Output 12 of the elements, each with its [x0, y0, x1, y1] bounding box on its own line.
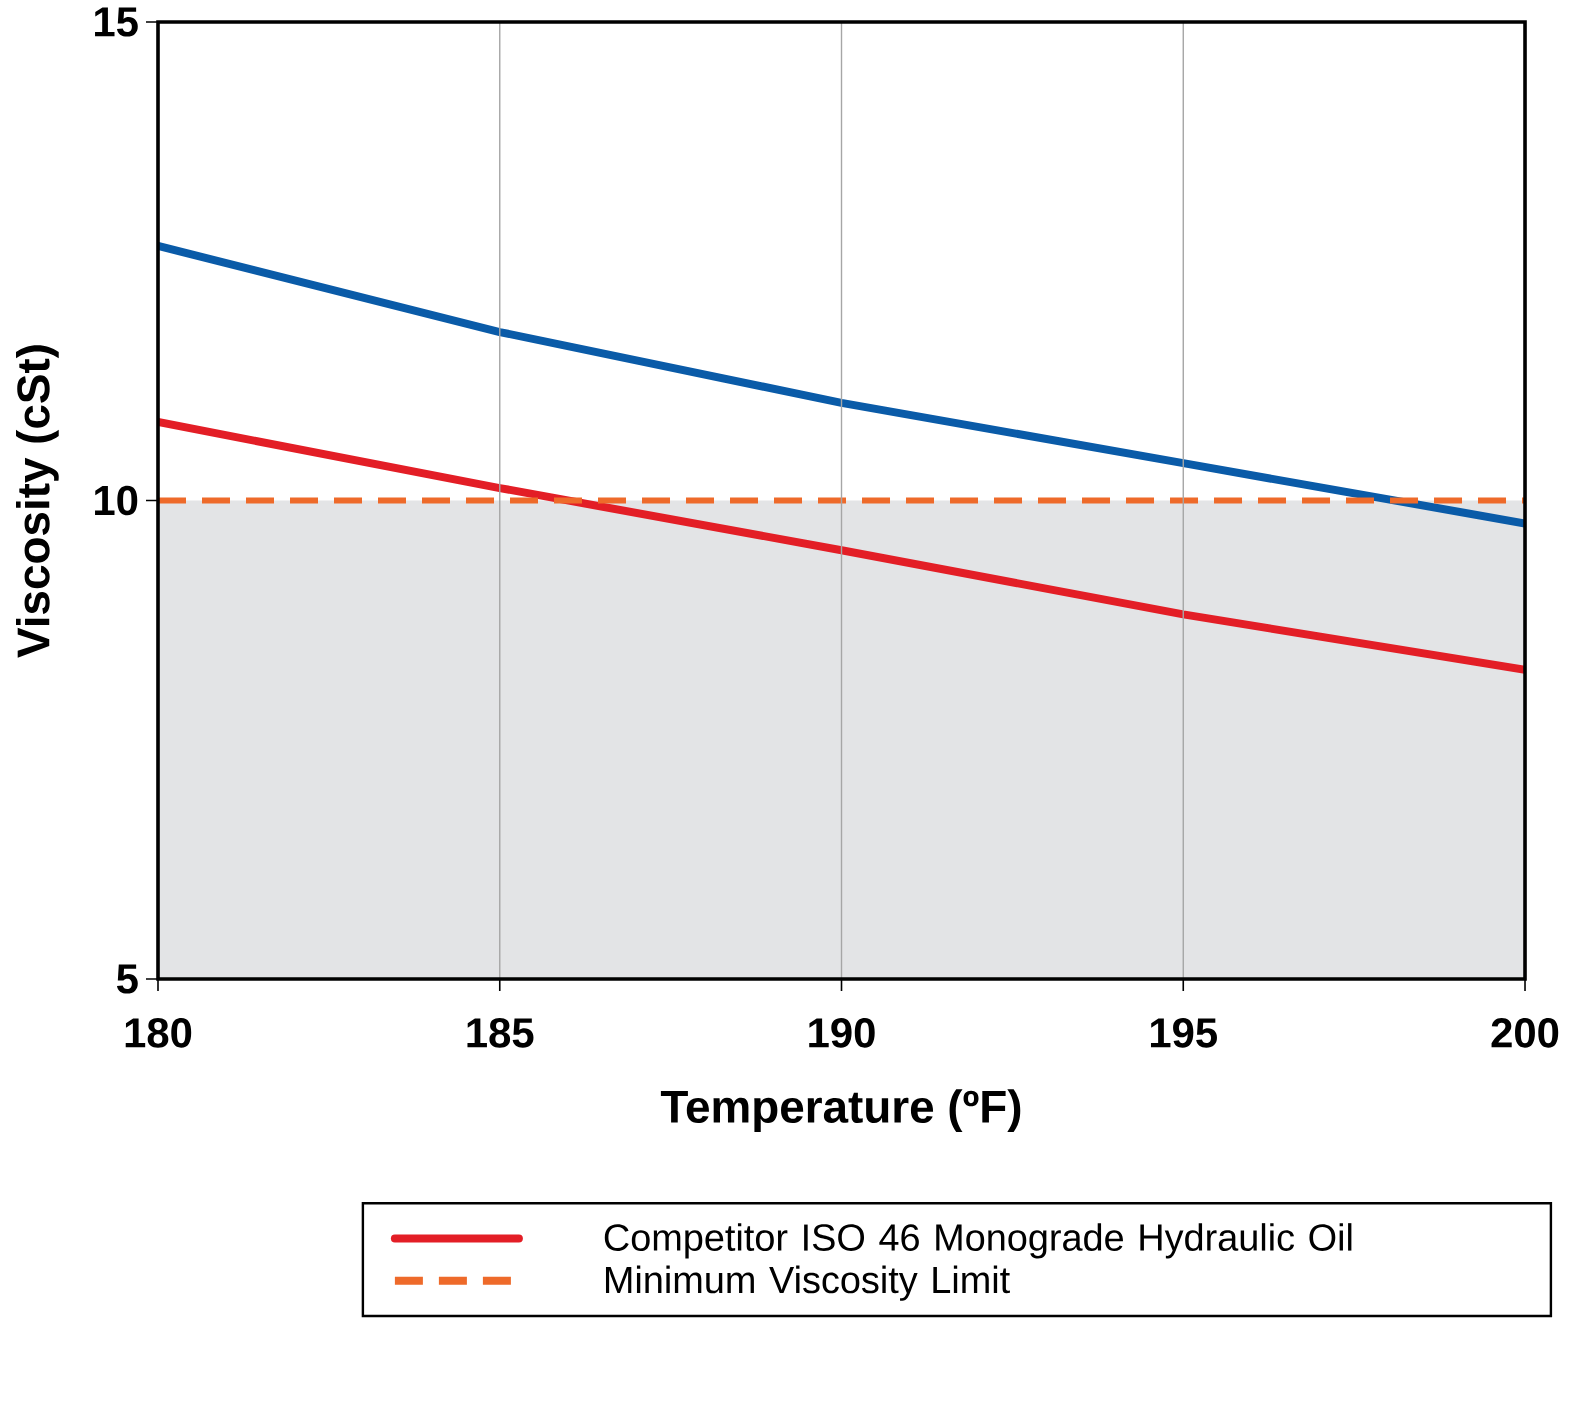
y-axis-title: Viscosity (cSt) — [16, 345, 59, 658]
y-tick-label: 5 — [116, 964, 138, 994]
x-axis-title: Temperature (ºF) — [660, 1089, 1021, 1133]
x-tick-label: 180 — [125, 1018, 192, 1048]
x-tick-label: 190 — [809, 1018, 875, 1048]
y-tick-label: 15 — [95, 7, 138, 37]
y-tick-label: 10 — [95, 485, 138, 516]
x-tick-label: 185 — [467, 1018, 534, 1048]
x-tick-label: 200 — [1491, 1018, 1559, 1048]
legend-label: Minimum Viscosity Limit — [605, 1265, 1010, 1301]
legend-label: Competitor ISO 46 Monograde Hydraulic Oil — [604, 1223, 1352, 1259]
x-tick-label: 195 — [1150, 1018, 1217, 1048]
